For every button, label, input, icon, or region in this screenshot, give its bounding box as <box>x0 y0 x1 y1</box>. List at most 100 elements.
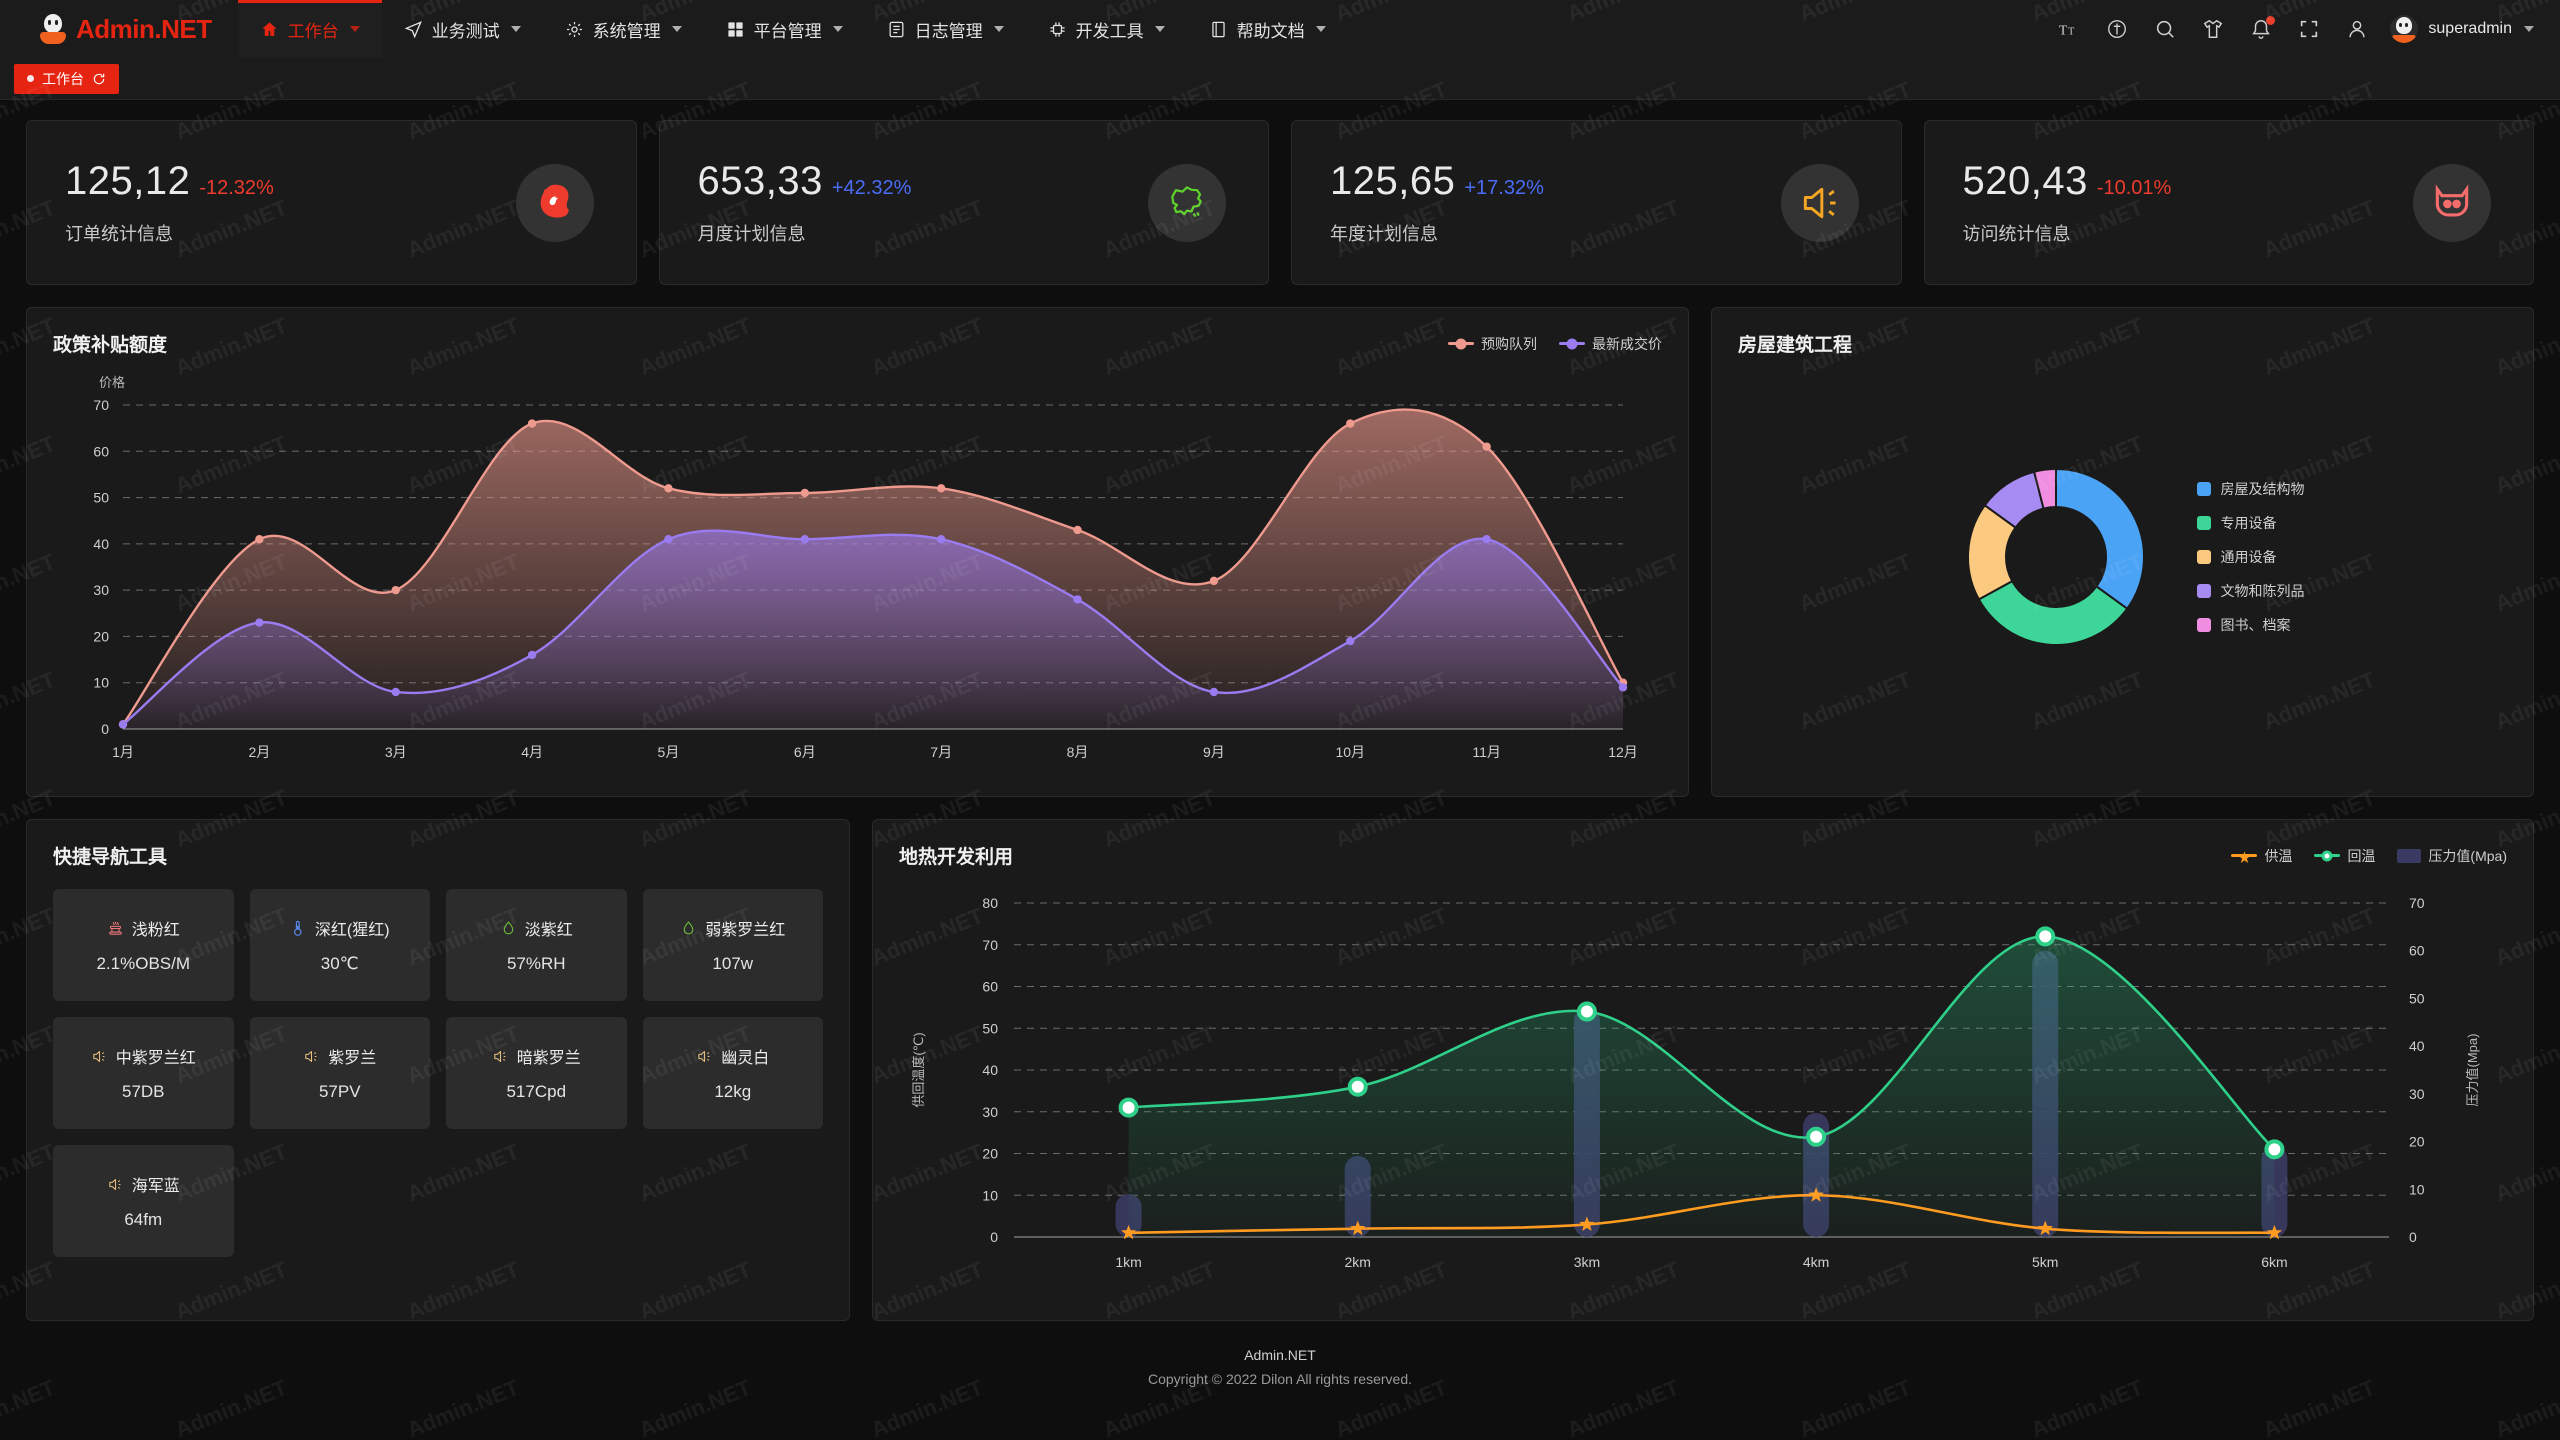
donut-legend-item[interactable]: 文物和陈列品 <box>2196 581 2305 601</box>
quick-nav-item-value: 12kg <box>714 1082 752 1101</box>
main-menu: 工作台 业务测试 系统管理 平台管理 日志管理 开发工具 <box>237 0 1348 58</box>
quick-nav-item[interactable]: 深红(猩红) 30℃ <box>249 889 430 1001</box>
stat-value-line: 520,43 -10.01% <box>1963 159 2172 204</box>
quick-nav-item[interactable]: 中紫罗兰红 57DB <box>53 1017 234 1129</box>
brand-logo[interactable]: Admin.NET <box>0 0 238 58</box>
china-map-icon <box>1171 185 1202 217</box>
stat-icon-circle <box>515 163 594 242</box>
quick-nav-item-label: 紫罗兰 <box>328 1050 377 1067</box>
chart-legend: 供温 回温 压力值(Mpa) <box>2231 846 2507 866</box>
gear-icon <box>565 20 584 39</box>
bell-icon[interactable] <box>2250 16 2276 40</box>
quick-nav-item-header: 深红(猩红) <box>290 916 390 940</box>
stat-icon-circle <box>2413 163 2491 242</box>
stat-card-orders[interactable]: 125,12 -12.32% 订单统计信息 <box>26 120 637 285</box>
legend-marker-icon <box>1559 338 1585 349</box>
chevron-down-icon <box>671 26 682 32</box>
legend-marker-icon <box>2314 850 2341 861</box>
svg-text:30: 30 <box>93 582 109 598</box>
donut-legend-item[interactable]: 通用设备 <box>2196 547 2305 567</box>
quick-nav-item-label: 弱紫罗兰红 <box>705 922 786 939</box>
stat-card-visits[interactable]: 520,43 -10.01% 访问统计信息 <box>1923 120 2534 285</box>
donut-legend-item[interactable]: 专用设备 <box>2196 513 2305 533</box>
quick-nav-item-header: 幽灵白 <box>696 1044 769 1068</box>
legend-item[interactable]: 最新成交价 <box>1559 334 1662 354</box>
quick-nav-item[interactable]: 暗紫罗兰 517Cpd <box>446 1017 627 1129</box>
quick-nav-item[interactable]: 紫罗兰 57PV <box>249 1017 430 1129</box>
quick-nav-item-header: 暗紫罗兰 <box>492 1044 581 1068</box>
legend-item[interactable]: 压力值(Mpa) <box>2397 846 2507 866</box>
refresh-icon[interactable] <box>92 72 106 86</box>
menu-item-workbench[interactable]: 工作台 <box>237 0 382 58</box>
bottom-row: 快捷导航工具 浅粉红 2.1%OBS/M 深红(猩红) 30℃ 淡紫红 57%RH 弱紫罗兰… <box>26 819 2534 1321</box>
pressure-icon <box>107 920 124 937</box>
legend-label: 房屋及结构物 <box>2220 481 2305 497</box>
panel-head: 政策补贴额度 预购队列 最新成交价 <box>53 330 1662 357</box>
quick-nav-item[interactable]: 浅粉红 2.1%OBS/M <box>53 889 234 1001</box>
chip-icon <box>1048 20 1067 39</box>
menu-item-log-management[interactable]: 日志管理 <box>865 0 1026 58</box>
stat-label: 年度计划信息 <box>1330 224 1438 244</box>
user-menu[interactable]: superadmin <box>2384 0 2560 58</box>
legend-color-swatch <box>2196 584 2211 598</box>
legend-label: 文物和陈列品 <box>2220 583 2305 599</box>
svg-text:20: 20 <box>982 1146 998 1162</box>
svg-text:10: 10 <box>93 675 109 691</box>
footer-copyright: Copyright © 2022 Dilon All rights reserv… <box>1148 1371 1412 1387</box>
donut-legend-item[interactable]: 图书、档案 <box>2196 615 2305 635</box>
fullscreen-icon[interactable] <box>2298 18 2320 40</box>
svg-text:0: 0 <box>101 721 109 737</box>
svg-text:30: 30 <box>2409 1086 2425 1102</box>
svg-text:1km: 1km <box>1115 1254 1141 1270</box>
panel-title: 地热开发利用 <box>899 847 1014 868</box>
tab-workbench[interactable]: 工作台 <box>14 63 119 94</box>
menu-item-system-management[interactable]: 系统管理 <box>543 0 704 58</box>
menu-item-platform-management[interactable]: 平台管理 <box>704 0 865 58</box>
menu-item-label: 日志管理 <box>914 21 983 41</box>
speaker-icon <box>696 1048 713 1065</box>
svg-text:50: 50 <box>93 490 109 506</box>
menu-item-dev-tools[interactable]: 开发工具 <box>1026 0 1187 58</box>
legend-item[interactable]: 预购队列 <box>1448 334 1537 354</box>
tab-active-dot-icon <box>27 75 34 82</box>
stat-card-monthly-plan[interactable]: 653,33 +42.32% 月度计划信息 <box>658 120 1269 285</box>
user-icon[interactable] <box>2346 18 2368 40</box>
svg-text:3月: 3月 <box>385 744 407 760</box>
document-icon <box>887 20 906 39</box>
svg-text:60: 60 <box>93 443 109 459</box>
svg-text:1月: 1月 <box>112 744 134 760</box>
svg-text:40: 40 <box>93 536 109 552</box>
menu-item-help-docs[interactable]: 帮助文档 <box>1187 0 1348 58</box>
quick-nav-item[interactable]: 淡紫红 57%RH <box>446 889 627 1001</box>
donut-legend-item[interactable]: 房屋及结构物 <box>2196 479 2305 499</box>
quick-nav-item[interactable]: 幽灵白 12kg <box>642 1017 823 1129</box>
legend-item[interactable]: 回温 <box>2314 846 2375 866</box>
legend-label: 最新成交价 <box>1592 335 1662 352</box>
legend-label: 图书、档案 <box>2220 617 2291 633</box>
quick-nav-item-value: 517Cpd <box>506 1082 567 1101</box>
legend-label: 预购队列 <box>1481 335 1537 352</box>
search-icon[interactable] <box>2154 18 2176 40</box>
tab-label: 工作台 <box>42 70 84 87</box>
quick-nav-item-header: 淡紫红 <box>500 916 573 940</box>
quick-nav-item[interactable]: 海军蓝 64fm <box>53 1145 234 1257</box>
speaker-icon <box>303 1048 320 1065</box>
legend-item[interactable]: 供温 <box>2231 846 2292 866</box>
svg-text:60: 60 <box>982 979 998 995</box>
home-icon <box>260 20 279 39</box>
svg-text:70: 70 <box>93 397 109 413</box>
quick-nav-item[interactable]: 弱紫罗兰红 107w <box>642 889 823 1001</box>
panel-head: 地热开发利用 供温 回温 压力值(Mpa) <box>899 842 2507 869</box>
theme-shirt-icon[interactable] <box>2202 18 2224 40</box>
language-icon[interactable] <box>2106 18 2128 40</box>
svg-text:0: 0 <box>990 1229 998 1245</box>
svg-text:2月: 2月 <box>248 744 270 760</box>
legend-color-swatch <box>2196 550 2211 564</box>
svg-text:70: 70 <box>2409 895 2425 911</box>
svg-text:70: 70 <box>982 937 998 953</box>
chart-row: 政策补贴额度 预购队列 最新成交价 价格 0 10 20 30 40 50 60 70 1月 2月 3… <box>26 307 2534 797</box>
stat-card-yearly-plan[interactable]: 125,65 +17.32% 年度计划信息 <box>1291 120 1902 285</box>
menu-item-business-test[interactable]: 业务测试 <box>382 0 543 58</box>
panel-title: 房屋建筑工程 <box>1738 335 1853 356</box>
